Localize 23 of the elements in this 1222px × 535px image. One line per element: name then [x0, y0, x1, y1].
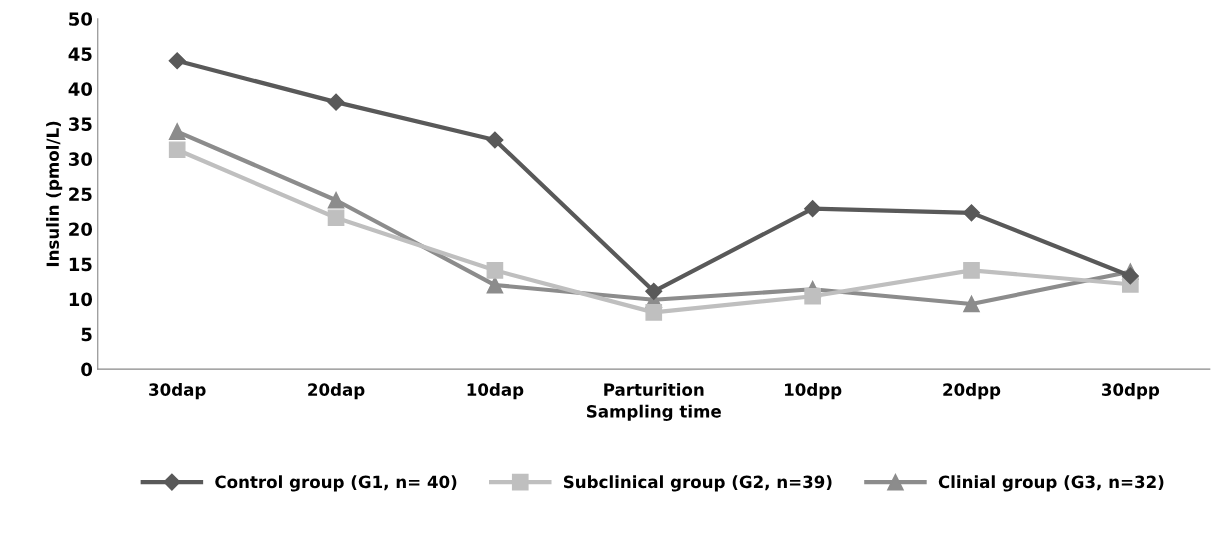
y-tick-label: 30	[68, 152, 93, 167]
y-tick-label: 5	[81, 327, 92, 342]
y-tick-label: 10	[69, 292, 93, 307]
y-tick-label: 50	[69, 12, 93, 26]
y-axis-title: Insulin (pmol/L)	[46, 121, 63, 267]
legend-label: Clinial group (G3, n=32)	[938, 475, 1164, 492]
y-tick-label: 15	[69, 257, 92, 272]
y-tick-label: 0	[81, 362, 93, 377]
legend-label: Subclinical group (G2, n=39)	[563, 475, 832, 492]
y-tick-label: 45	[68, 47, 92, 61]
y-tick-label: 40	[68, 82, 93, 96]
x-tick-label: 30dpp	[1101, 383, 1160, 400]
x-tick-label: 20dpp	[943, 383, 1001, 400]
x-axis-title: Sampling time	[587, 404, 721, 421]
legend-label: Control group (G1, n= 40)	[215, 475, 457, 492]
x-tick-label: Parturition	[604, 383, 704, 396]
x-tick-label: 30dap	[149, 383, 206, 400]
y-tick-label: 20	[69, 222, 93, 237]
x-tick-label: 20dap	[308, 383, 365, 400]
y-tick-label: 25	[69, 187, 92, 202]
y-tick-label: 35	[68, 117, 92, 131]
x-tick-label: 10dap	[467, 383, 524, 400]
x-tick-label: 10dpp	[785, 383, 842, 400]
